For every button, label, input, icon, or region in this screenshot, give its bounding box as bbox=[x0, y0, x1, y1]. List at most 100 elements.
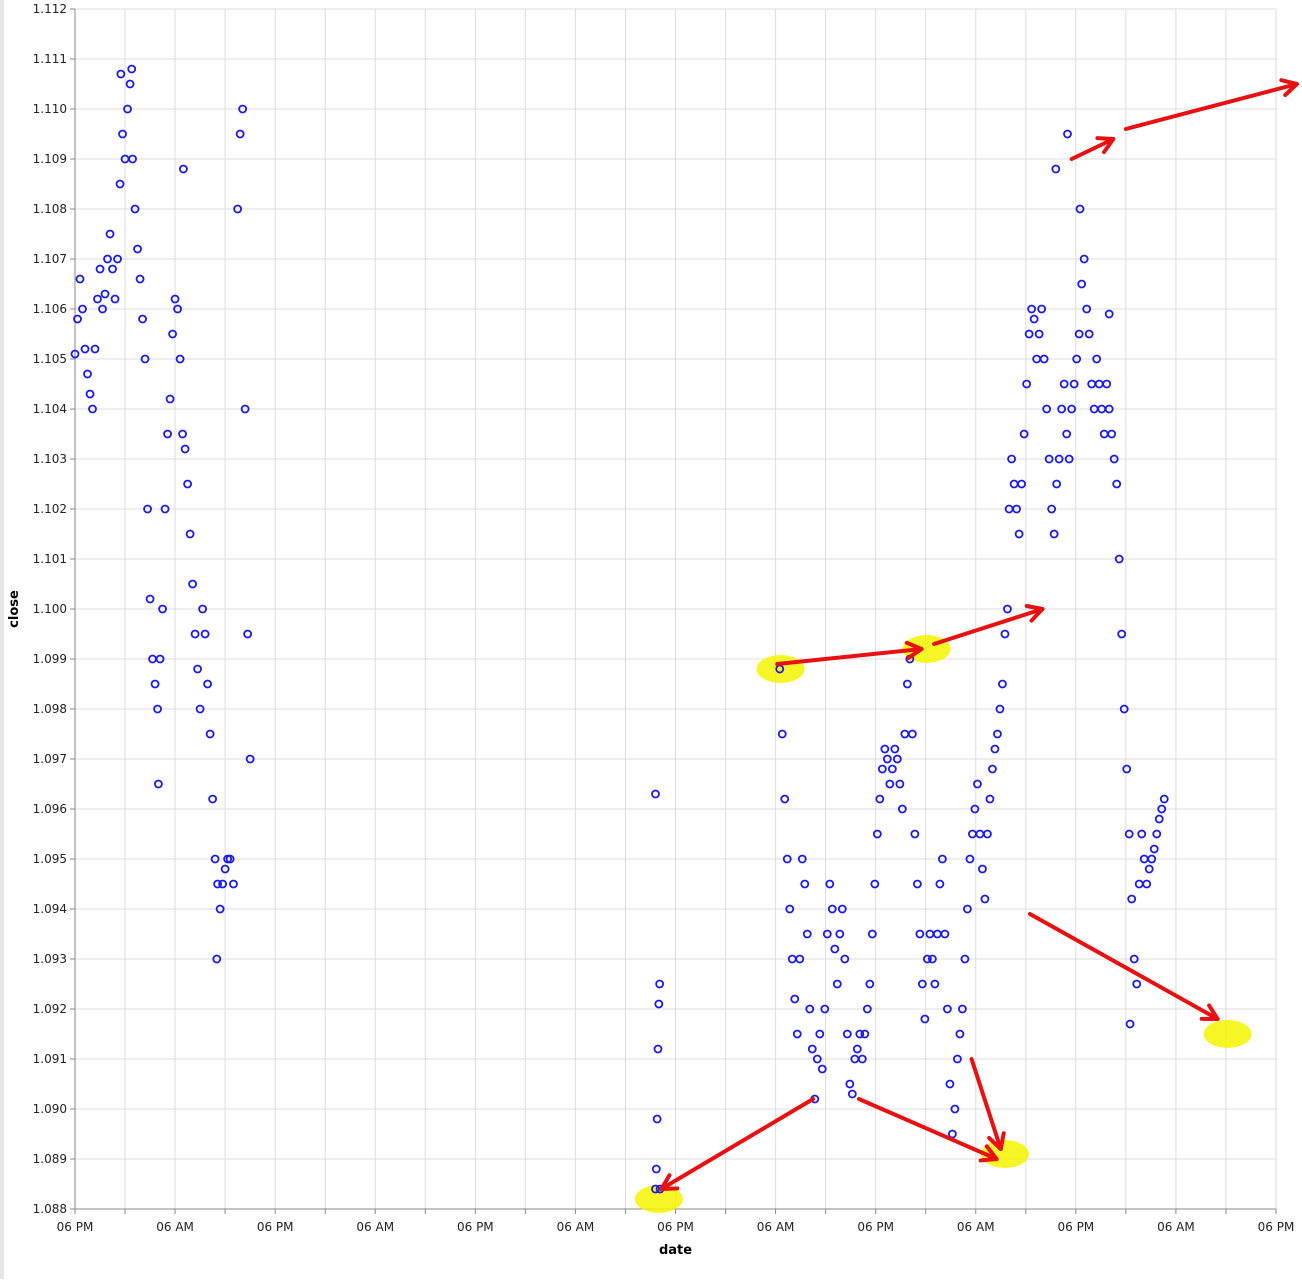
data-point bbox=[1129, 954, 1139, 964]
data-point bbox=[980, 894, 990, 904]
data-point bbox=[155, 654, 165, 664]
x-tick-label: 06 AM bbox=[957, 1220, 995, 1234]
data-point bbox=[1119, 704, 1129, 714]
data-point bbox=[862, 1004, 872, 1014]
arrow-shaft bbox=[856, 1097, 999, 1161]
data-point bbox=[1037, 304, 1047, 314]
x-tick-label: 06 PM bbox=[257, 1220, 294, 1234]
data-point bbox=[88, 404, 97, 414]
data-point bbox=[897, 804, 907, 814]
data-point bbox=[877, 764, 887, 774]
data-point bbox=[110, 294, 120, 304]
grid-layer bbox=[74, 8, 1277, 1210]
y-tick-label: 1.090 bbox=[33, 1102, 67, 1116]
data-point bbox=[138, 314, 147, 324]
data-point bbox=[960, 954, 970, 964]
data-point bbox=[205, 729, 215, 739]
data-point bbox=[973, 779, 982, 789]
data-point bbox=[651, 1164, 661, 1174]
data-point bbox=[133, 244, 142, 254]
data-point bbox=[970, 804, 980, 814]
arrow-shaft bbox=[1069, 137, 1116, 161]
data-point bbox=[792, 1029, 802, 1039]
data-point bbox=[655, 979, 665, 989]
arrow-head bbox=[1095, 136, 1116, 154]
data-point bbox=[654, 999, 664, 1009]
left-edge-shade bbox=[0, 0, 4, 1279]
data-point bbox=[817, 1064, 827, 1074]
data-point bbox=[154, 779, 163, 789]
data-point bbox=[188, 579, 197, 589]
data-point bbox=[852, 1044, 862, 1054]
data-point bbox=[968, 829, 977, 839]
data-point bbox=[218, 879, 228, 889]
y-tick-label: 1.100 bbox=[33, 602, 67, 616]
data-point bbox=[930, 979, 940, 989]
data-point bbox=[213, 879, 223, 889]
data-point bbox=[233, 204, 243, 214]
data-point bbox=[200, 629, 210, 639]
data-point bbox=[85, 389, 95, 399]
data-point bbox=[215, 904, 225, 914]
annotation-arrow bbox=[1027, 912, 1220, 1021]
data-point bbox=[198, 604, 208, 614]
data-point bbox=[835, 929, 845, 939]
data-point bbox=[235, 129, 245, 139]
y-tick-label: 1.109 bbox=[33, 152, 67, 166]
data-point bbox=[1114, 554, 1124, 564]
data-point bbox=[885, 779, 895, 789]
points-layer bbox=[70, 64, 1169, 1194]
data-point bbox=[860, 1029, 870, 1039]
data-point bbox=[1084, 329, 1094, 339]
data-point bbox=[945, 1079, 955, 1089]
data-point bbox=[865, 979, 875, 989]
arrow-head bbox=[1024, 604, 1045, 623]
data-point bbox=[195, 704, 205, 714]
data-point bbox=[780, 794, 790, 804]
data-point bbox=[652, 1114, 662, 1124]
data-point bbox=[927, 954, 937, 964]
data-point bbox=[790, 994, 800, 1004]
data-point bbox=[185, 529, 195, 539]
data-point bbox=[95, 264, 105, 274]
data-point bbox=[847, 1089, 857, 1099]
data-point bbox=[1059, 379, 1069, 389]
arrow-shaft bbox=[1027, 912, 1220, 1021]
data-point bbox=[802, 929, 812, 939]
data-point bbox=[210, 854, 220, 864]
data-point bbox=[1122, 764, 1132, 774]
data-point bbox=[1104, 404, 1114, 414]
data-point bbox=[1034, 329, 1044, 339]
data-point bbox=[1022, 379, 1032, 389]
y-tick-label: 1.104 bbox=[33, 402, 67, 416]
data-point bbox=[907, 729, 917, 739]
data-point bbox=[1112, 479, 1122, 489]
data-point bbox=[988, 764, 997, 774]
data-point bbox=[1075, 204, 1085, 214]
data-point bbox=[1014, 529, 1024, 539]
data-point bbox=[1124, 829, 1134, 839]
y-tick-label: 1.110 bbox=[33, 102, 67, 116]
x-tick-label: 06 AM bbox=[1157, 1220, 1195, 1234]
y-tick-label: 1.112 bbox=[33, 2, 67, 16]
data-point bbox=[103, 254, 112, 264]
y-tick-label: 1.098 bbox=[33, 702, 67, 716]
data-point bbox=[1052, 479, 1062, 489]
annotation-arrow bbox=[775, 640, 924, 666]
data-point bbox=[1017, 479, 1027, 489]
data-point bbox=[1044, 454, 1054, 464]
data-point bbox=[912, 879, 922, 889]
data-point bbox=[170, 294, 180, 304]
data-point bbox=[1012, 504, 1022, 514]
data-point bbox=[872, 829, 882, 839]
data-point bbox=[800, 879, 810, 889]
data-point bbox=[1067, 404, 1077, 414]
data-point bbox=[1027, 304, 1037, 314]
data-point bbox=[1009, 479, 1019, 489]
data-point bbox=[963, 904, 972, 914]
data-point bbox=[651, 789, 660, 799]
data-point bbox=[183, 479, 192, 489]
data-point bbox=[932, 929, 942, 939]
data-point bbox=[1134, 879, 1144, 889]
